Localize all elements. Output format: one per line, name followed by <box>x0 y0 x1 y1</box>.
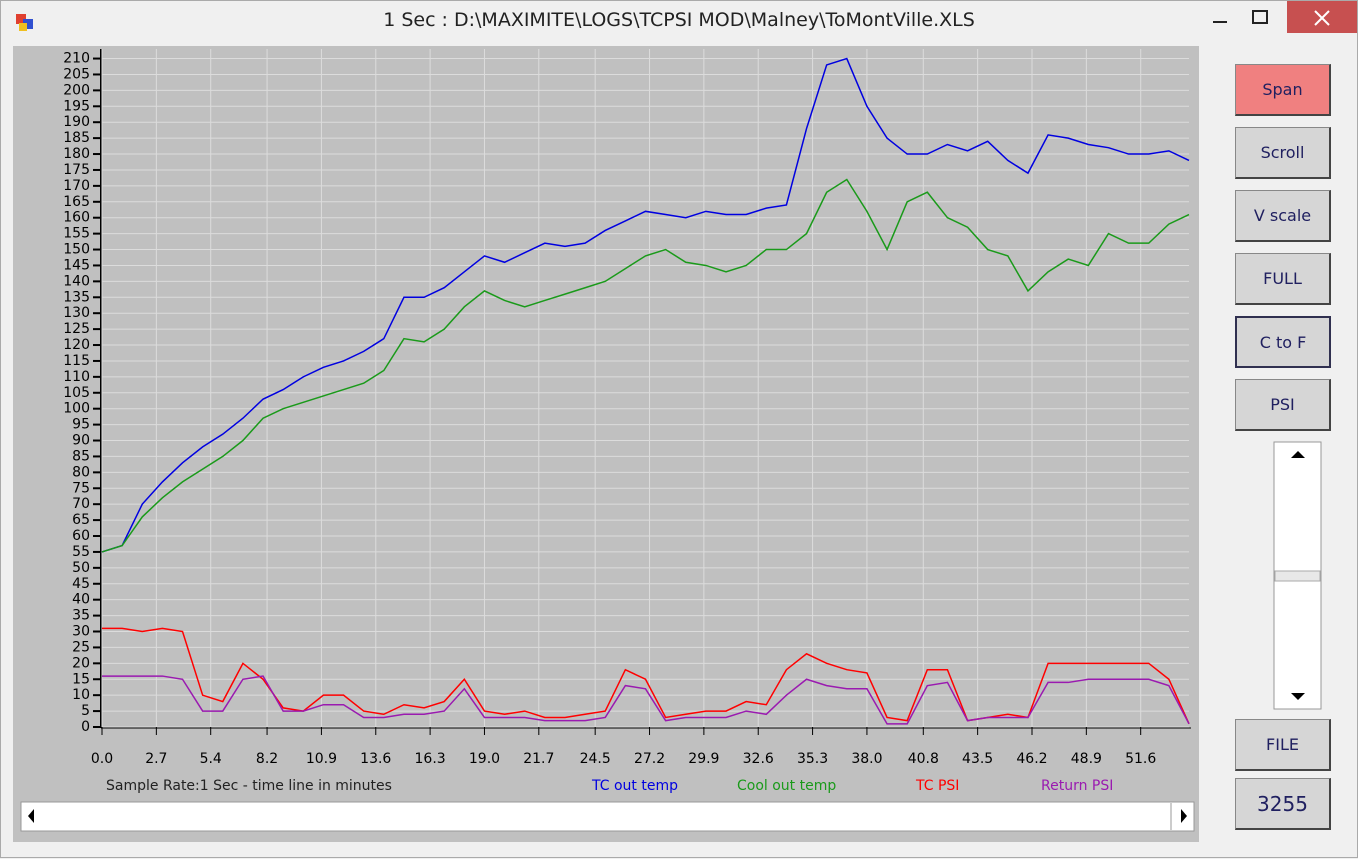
y-tick-label: 90 <box>72 433 90 449</box>
x-tick-label: 40.8 <box>908 751 939 767</box>
y-tick-label: 135 <box>63 289 90 305</box>
y-tick-label: 65 <box>72 512 90 528</box>
legend-entry: Return PSI <box>1041 778 1113 794</box>
y-tick-label: 120 <box>63 337 90 353</box>
button[interactable]: V scale <box>1235 190 1331 242</box>
app-icon <box>16 14 33 31</box>
x-tick-label: 13.6 <box>360 751 391 767</box>
y-tick-label: 190 <box>63 114 90 130</box>
x-tick-label: 2.7 <box>145 751 167 767</box>
y-tick-label: 75 <box>72 480 90 496</box>
x-tick-label: 48.9 <box>1071 751 1102 767</box>
y-tick-label: 105 <box>63 385 90 401</box>
x-tick-label: 46.2 <box>1016 751 1047 767</box>
series-line <box>101 57 1190 553</box>
y-tick-label: 185 <box>63 130 90 146</box>
x-tick-label: 27.2 <box>634 751 665 767</box>
y-tick-label: 20 <box>72 655 90 671</box>
chart-background <box>13 46 1199 842</box>
x-tick-label: 24.5 <box>580 751 611 767</box>
y-tick-label: 160 <box>63 210 90 226</box>
x-axis-label: Sample Rate:1 Sec - time line in minutes <box>106 778 392 794</box>
x-tick-label: 43.5 <box>962 751 993 767</box>
y-tick-label: 60 <box>72 528 90 544</box>
legend-entry: Cool out temp <box>737 778 836 794</box>
y-tick-label: 130 <box>63 305 90 321</box>
x-tick-label: 10.9 <box>306 751 337 767</box>
series-line <box>102 675 1190 725</box>
window-controls <box>1213 1 1357 33</box>
y-tick-label: 205 <box>63 66 90 82</box>
y-tick-label: 15 <box>72 671 90 687</box>
x-tick-label: 35.3 <box>797 751 828 767</box>
x-tick-label: 32.6 <box>743 751 774 767</box>
y-tick-label: 195 <box>63 98 90 114</box>
y-tick-label: 100 <box>63 401 90 417</box>
window-title: 1 Sec : D:\MAXIMITE\LOGS\TCPSI MOD\Malne… <box>383 9 975 31</box>
y-tick-label: 30 <box>72 624 90 640</box>
y-tick-label: 70 <box>72 496 90 512</box>
h-scrollbar[interactable] <box>20 801 1195 832</box>
y-tick-label: 175 <box>63 162 90 178</box>
x-tick-label: 51.6 <box>1125 751 1156 767</box>
y-tick-label: 170 <box>63 178 90 194</box>
x-tick-label: 0.0 <box>91 751 113 767</box>
x-tick-label: 5.4 <box>200 751 222 767</box>
button[interactable]: Span <box>1235 64 1331 116</box>
y-tick-label: 140 <box>63 273 90 289</box>
y-tick-label: 0 <box>81 719 90 735</box>
counter: 3255 <box>1235 778 1331 830</box>
y-tick-label: 165 <box>63 194 90 210</box>
y-tick-label: 155 <box>63 226 90 242</box>
y-tick-label: 145 <box>63 257 90 273</box>
y-tick-label: 110 <box>63 369 90 385</box>
button[interactable]: PSI <box>1235 379 1331 431</box>
y-tick-label: 210 <box>63 51 90 67</box>
y-tick-label: 80 <box>72 464 90 480</box>
y-tick-label: 45 <box>72 576 90 592</box>
y-tick-label: 10 <box>72 687 90 703</box>
series-line <box>102 627 1190 725</box>
x-tick-label: 29.9 <box>688 751 719 767</box>
y-tick-label: 115 <box>63 353 90 369</box>
y-tick-label: 150 <box>63 242 90 258</box>
y-tick-label: 35 <box>72 608 90 624</box>
y-tick-label: 5 <box>81 703 90 719</box>
x-tick-label: 38.0 <box>851 751 882 767</box>
series-line <box>101 178 1190 553</box>
y-tick-label: 200 <box>63 82 90 98</box>
y-tick-label: 25 <box>72 639 90 655</box>
y-tick-label: 85 <box>72 448 90 464</box>
maximize[interactable] <box>1252 10 1268 24</box>
x-tick-label: 16.3 <box>415 751 446 767</box>
button[interactable]: Scroll <box>1235 127 1331 179</box>
y-tick-label: 180 <box>63 146 90 162</box>
x-tick-label: 8.2 <box>256 751 278 767</box>
button[interactable]: FULL <box>1235 253 1331 305</box>
legend-entry: TC out temp <box>591 778 678 794</box>
button[interactable]: C to F <box>1235 316 1331 368</box>
legend-entry: TC PSI <box>915 778 959 794</box>
x-tick-label: 19.0 <box>469 751 500 767</box>
y-tick-label: 50 <box>72 560 90 576</box>
y-tick-label: 55 <box>72 544 90 560</box>
y-tick-label: 95 <box>72 417 90 433</box>
button[interactable]: FILE <box>1235 719 1331 771</box>
y-tick-label: 40 <box>72 592 90 608</box>
x-tick-label: 21.7 <box>523 751 554 767</box>
y-tick-label: 125 <box>63 321 90 337</box>
